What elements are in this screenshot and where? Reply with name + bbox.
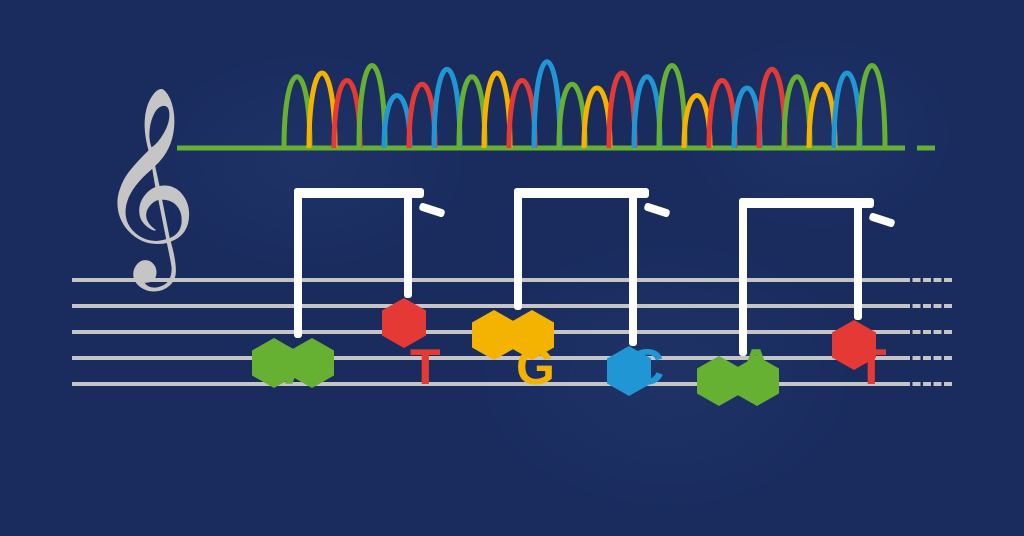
base-letter: A: [738, 338, 774, 396]
staff-line: [72, 356, 902, 360]
base-letter: A: [284, 338, 320, 396]
base-letter: G: [516, 338, 555, 396]
note-stem: [514, 188, 522, 310]
treble-clef-icon: 𝄞: [97, 100, 197, 270]
staff-line-dashed: [902, 304, 952, 308]
staff-line-dashed: [902, 278, 952, 282]
note-flag: [868, 212, 895, 228]
note-flag: [643, 202, 670, 218]
note-stem: [294, 188, 302, 338]
staff-line-dashed: [902, 330, 952, 334]
staff-line: [72, 304, 902, 308]
base-letter: C: [628, 338, 664, 396]
staff-line-dashed: [902, 356, 952, 360]
chromatogram: [72, 13, 952, 153]
base-letter: T: [856, 338, 887, 396]
note-flag: [418, 202, 445, 218]
base-letter: T: [410, 338, 441, 396]
infographic-container: 𝄞 ATGCAT: [72, 148, 952, 388]
note-stem: [854, 198, 862, 320]
note-stem: [404, 188, 412, 298]
note-stem: [629, 188, 637, 346]
note-stem: [739, 198, 747, 356]
staff-line-dashed: [902, 382, 952, 386]
